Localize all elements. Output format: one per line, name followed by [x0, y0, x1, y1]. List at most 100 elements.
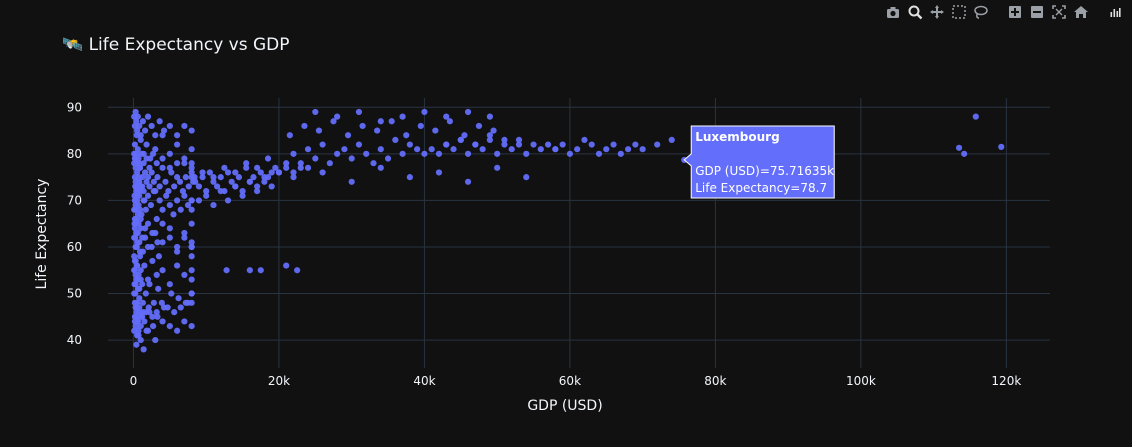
scatter-point[interactable] — [166, 201, 173, 209]
scatter-point[interactable] — [355, 141, 363, 148]
scatter-point[interactable] — [133, 118, 140, 125]
scatter-point[interactable] — [326, 160, 333, 167]
scatter-point[interactable] — [261, 174, 268, 181]
autoscale-icon[interactable] — [1050, 3, 1068, 21]
scatter-point[interactable] — [210, 201, 217, 209]
scatter-point[interactable] — [443, 113, 450, 120]
scatter-point[interactable] — [166, 225, 173, 232]
scatter-point[interactable] — [154, 313, 161, 320]
scatter-point[interactable] — [486, 136, 493, 143]
scatter-point[interactable] — [341, 146, 348, 153]
scatter-point[interactable] — [188, 276, 195, 283]
scatter-point[interactable] — [399, 150, 406, 157]
scatter-point[interactable] — [150, 178, 157, 185]
scatter-point[interactable] — [494, 164, 501, 171]
scatter-point[interactable] — [374, 127, 381, 134]
scatter-point[interactable] — [181, 122, 188, 130]
scatter-point[interactable] — [206, 169, 213, 176]
scatter-point[interactable] — [159, 132, 166, 139]
scatter-point[interactable] — [171, 309, 178, 316]
scatter-point[interactable] — [181, 271, 188, 278]
scatter-point[interactable] — [146, 183, 153, 190]
scatter-point[interactable] — [199, 174, 206, 181]
scatter-point[interactable] — [297, 164, 304, 171]
scatter-point[interactable] — [272, 164, 279, 171]
scatter-point[interactable] — [177, 304, 184, 311]
scatter-point[interactable] — [144, 276, 152, 283]
scatter-point[interactable] — [450, 146, 457, 153]
scatter-point[interactable] — [150, 299, 157, 306]
scatter-point[interactable] — [134, 318, 141, 325]
scatter-point[interactable] — [490, 127, 497, 134]
scatter-point[interactable] — [170, 211, 177, 218]
scatter-point[interactable] — [175, 295, 182, 302]
scatter-point[interactable] — [147, 201, 155, 209]
scatter-point[interactable] — [972, 113, 979, 120]
scatter-point[interactable] — [153, 160, 160, 167]
scatter-point[interactable] — [139, 118, 147, 125]
scatter-point[interactable] — [133, 127, 141, 134]
scatter-point[interactable] — [188, 146, 195, 153]
scatter-point[interactable] — [254, 164, 261, 171]
scatter-point[interactable] — [134, 146, 141, 153]
scatter-point[interactable] — [290, 174, 297, 181]
scatter-point[interactable] — [301, 122, 308, 130]
scatter-point[interactable] — [138, 150, 145, 157]
scatter-point[interactable] — [574, 146, 581, 153]
scatter-point[interactable] — [566, 150, 574, 157]
scatter-point[interactable] — [139, 234, 146, 241]
scatter-point[interactable] — [188, 197, 195, 204]
scatter-point[interactable] — [403, 132, 410, 139]
camera-icon[interactable] — [884, 3, 902, 21]
scatter-point[interactable] — [486, 132, 493, 139]
scatter-point[interactable] — [133, 313, 140, 320]
scatter-point[interactable] — [160, 127, 168, 134]
scatter-point[interactable] — [149, 150, 157, 157]
scatter-point[interactable] — [131, 253, 138, 260]
scatter-point[interactable] — [355, 108, 363, 116]
scatter-point[interactable] — [174, 141, 181, 148]
scatter-point[interactable] — [133, 160, 141, 167]
scatter-point[interactable] — [188, 299, 195, 306]
scatter-point[interactable] — [136, 164, 144, 171]
scatter-point[interactable] — [131, 215, 139, 223]
scatter-point[interactable] — [377, 146, 384, 153]
scatter-point[interactable] — [998, 143, 1005, 150]
scatter-point[interactable] — [153, 271, 160, 278]
scatter-point[interactable] — [144, 243, 152, 251]
scatter-point[interactable] — [224, 169, 232, 176]
scatter-point[interactable] — [139, 174, 146, 181]
scatter-point[interactable] — [159, 318, 166, 325]
scatter-point[interactable] — [515, 136, 523, 143]
scatter-point[interactable] — [188, 323, 195, 330]
scatter-point[interactable] — [384, 155, 392, 162]
scatter-point[interactable] — [223, 267, 230, 274]
scatter-point[interactable] — [131, 267, 138, 274]
scatter-point[interactable] — [595, 150, 603, 157]
scatter-point[interactable] — [131, 234, 138, 241]
scatter-point[interactable] — [182, 174, 189, 181]
scatter-point[interactable] — [435, 169, 443, 176]
scatter-point[interactable] — [370, 160, 377, 167]
scatter-point[interactable] — [144, 220, 152, 227]
scatter-point[interactable] — [632, 141, 639, 148]
scatter-point[interactable] — [319, 141, 326, 148]
scatter-point[interactable] — [137, 136, 144, 143]
scatter-point[interactable] — [286, 132, 293, 139]
scatter-point[interactable] — [406, 174, 413, 181]
scatter-point[interactable] — [174, 248, 181, 255]
scatter-point[interactable] — [149, 229, 156, 237]
scatter-point[interactable] — [133, 188, 140, 195]
scatter-point[interactable] — [166, 234, 173, 241]
scatter-point[interactable] — [406, 141, 413, 148]
scatter-point[interactable] — [268, 183, 275, 190]
scatter-point[interactable] — [154, 174, 161, 181]
scatter-point[interactable] — [188, 206, 195, 213]
scatter-point[interactable] — [188, 164, 195, 171]
scatter-point[interactable] — [148, 122, 155, 130]
scatter-point[interactable] — [133, 229, 140, 237]
scatter-point[interactable] — [131, 327, 138, 334]
scatter-point[interactable] — [344, 132, 352, 139]
scatter-point[interactable] — [164, 304, 171, 311]
scatter-point[interactable] — [319, 169, 326, 176]
